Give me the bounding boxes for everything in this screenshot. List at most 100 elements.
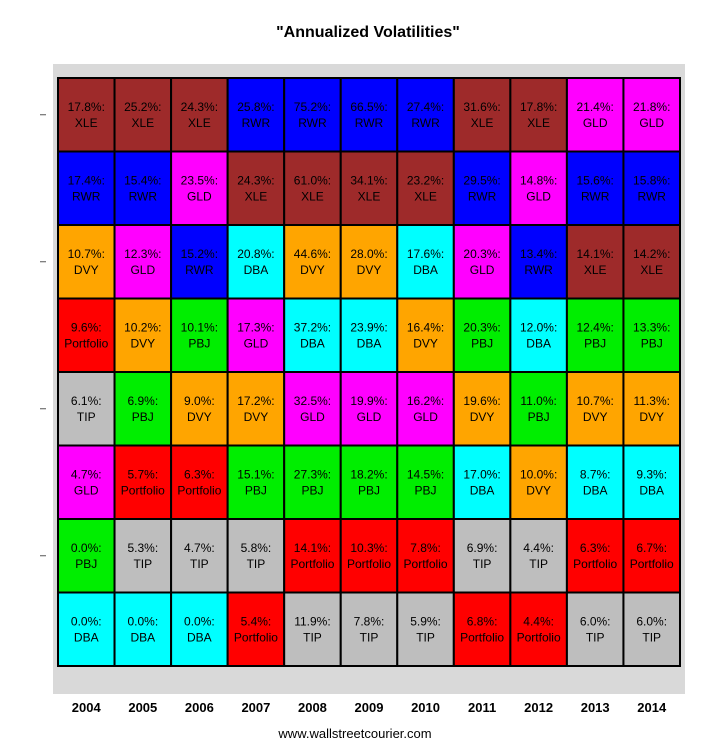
cell-rect xyxy=(622,77,681,153)
cell-asset: Portfolio xyxy=(121,483,165,497)
cell-rect xyxy=(509,371,568,447)
cell-rect xyxy=(622,297,681,373)
cell-2014-rank-3: 14.2%: XLE xyxy=(622,224,681,300)
cell-2011-rank-3: 20.3%: GLD xyxy=(452,224,512,300)
cell-rect xyxy=(339,371,399,447)
cell-rect xyxy=(226,297,286,373)
cell-rect xyxy=(57,444,116,520)
cell-rect xyxy=(622,444,681,520)
cell-rect xyxy=(396,518,455,594)
cell-value: 19.6%: xyxy=(463,394,500,408)
cell-2013-rank-2: 15.6%: RWR xyxy=(565,150,625,226)
cell-rect xyxy=(509,77,568,153)
cell-rect xyxy=(565,371,625,447)
cell-value: 0.0%: xyxy=(127,614,158,628)
cell-value: 12.3%: xyxy=(124,247,161,261)
cell-asset: Portfolio xyxy=(290,557,334,571)
cell-rect xyxy=(283,297,342,373)
cell-asset: PBJ xyxy=(245,483,267,497)
cell-value: 12.0%: xyxy=(520,320,557,334)
cell-value: 25.8%: xyxy=(237,100,274,114)
cell-value: 37.2%: xyxy=(294,320,331,334)
x-tick-label-2004: 2004 xyxy=(72,700,102,715)
cell-value: 24.3%: xyxy=(181,100,218,114)
cell-2014-rank-8: 6.0%: TIP xyxy=(622,591,681,667)
cell-value: 6.9%: xyxy=(127,394,158,408)
cell-value: 20.3%: xyxy=(463,320,500,334)
cell-rect xyxy=(283,150,342,226)
cell-value: 5.4%: xyxy=(241,614,272,628)
cell-2011-rank-2: 29.5%: RWR xyxy=(452,150,512,226)
cell-value: 12.4%: xyxy=(577,320,614,334)
cell-asset: TIP xyxy=(473,557,492,571)
cell-asset: DVY xyxy=(357,263,382,277)
cell-asset: RWR xyxy=(129,189,158,203)
cell-asset: XLE xyxy=(188,116,211,130)
cell-2005-rank-6: 5.7%: Portfolio xyxy=(113,444,173,520)
cell-value: 13.3%: xyxy=(633,320,670,334)
cell-asset: TIP xyxy=(190,557,209,571)
cell-2010-rank-8: 5.9%: TIP xyxy=(396,591,455,667)
cell-rect xyxy=(226,444,286,520)
cell-2008-rank-3: 44.6%: DVY xyxy=(283,224,342,300)
cell-value: 27.3%: xyxy=(294,467,331,481)
x-axis-labels: 2004 2005 2006 2007 2008 2009 2010 2011 2012 2013… xyxy=(72,700,667,715)
cell-rect xyxy=(339,591,399,667)
cell-asset: XLE xyxy=(527,116,550,130)
cell-2007-rank-4: 17.3%: GLD xyxy=(226,297,286,373)
cell-2004-rank-8: 0.0%: DBA xyxy=(57,591,116,667)
cell-2012-rank-2: 14.8%: GLD xyxy=(509,150,568,226)
cell-asset: GLD xyxy=(357,410,382,424)
cell-value: 6.9%: xyxy=(467,541,498,555)
cell-value: 17.2%: xyxy=(237,394,274,408)
cell-rect xyxy=(565,224,625,300)
cell-asset: PBJ xyxy=(358,483,380,497)
cell-value: 15.6%: xyxy=(577,173,614,187)
cell-asset: XLE xyxy=(640,263,663,277)
cell-asset: RWR xyxy=(242,116,271,130)
cell-value: 4.7%: xyxy=(71,467,102,481)
cell-asset: TIP xyxy=(77,410,96,424)
cell-2010-rank-7: 7.8%: Portfolio xyxy=(396,518,455,594)
cell-value: 6.3%: xyxy=(184,467,215,481)
cell-rect xyxy=(396,591,455,667)
cell-value: 14.5%: xyxy=(407,467,444,481)
cell-asset: DVY xyxy=(639,410,664,424)
chart-title: "Annualized Volatilities" xyxy=(276,24,460,41)
cell-rect xyxy=(226,371,286,447)
cell-value: 75.2%: xyxy=(294,100,331,114)
cell-value: 14.8%: xyxy=(520,173,557,187)
x-tick-label-2009: 2009 xyxy=(355,700,384,715)
cell-asset: XLE xyxy=(75,116,98,130)
cell-2004-rank-1: 17.8%: XLE xyxy=(57,77,116,153)
cell-asset: GLD xyxy=(639,116,664,130)
cell-value: 14.2%: xyxy=(633,247,670,261)
cell-asset: GLD xyxy=(583,116,608,130)
cell-asset: DBA xyxy=(74,630,99,644)
cell-rect xyxy=(283,77,342,153)
cell-2007-rank-3: 20.8%: DBA xyxy=(226,224,286,300)
cell-asset: PBJ xyxy=(75,557,97,571)
cell-rect xyxy=(339,77,399,153)
cell-value: 27.4%: xyxy=(407,100,444,114)
cell-value: 21.8%: xyxy=(633,100,670,114)
cell-2011-rank-6: 17.0%: DBA xyxy=(452,444,512,520)
cell-asset: PBJ xyxy=(584,336,606,350)
cell-asset: Portfolio xyxy=(630,557,674,571)
cell-asset: DVY xyxy=(526,483,551,497)
cell-value: 28.0%: xyxy=(350,247,387,261)
x-tick-label-2010: 2010 xyxy=(411,700,440,715)
cell-value: 15.8%: xyxy=(633,173,670,187)
cell-rect xyxy=(565,150,625,226)
cell-rect xyxy=(339,224,399,300)
cell-value: 19.9%: xyxy=(350,394,387,408)
cell-asset: DBA xyxy=(187,630,212,644)
cell-2007-rank-1: 25.8%: RWR xyxy=(226,77,286,153)
x-tick-label-2005: 2005 xyxy=(128,700,157,715)
cell-value: 4.7%: xyxy=(184,541,215,555)
cell-value: 7.8%: xyxy=(410,541,441,555)
cell-2013-rank-1: 21.4%: GLD xyxy=(565,77,625,153)
cell-asset: DBA xyxy=(244,263,269,277)
cell-rect xyxy=(226,150,286,226)
cell-asset: TIP xyxy=(247,557,266,571)
